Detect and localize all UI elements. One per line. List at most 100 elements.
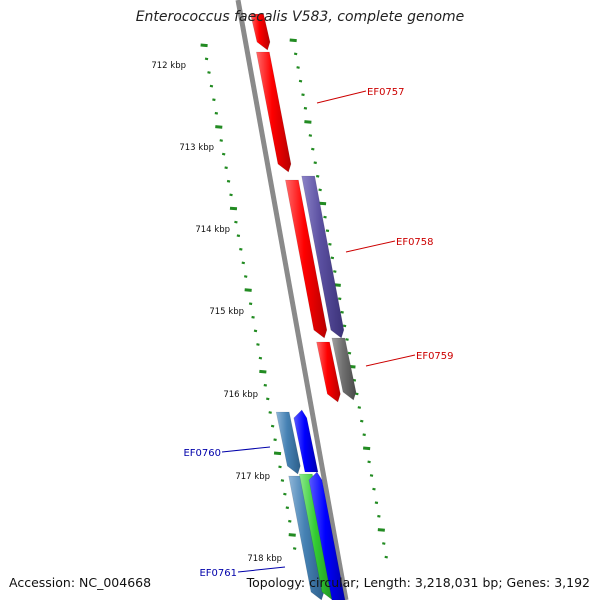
inner-ruler-tick [248,302,253,306]
outer-ruler-tick [296,66,300,69]
outer-ruler-tick [308,134,313,137]
inner-ruler-tick [234,220,238,224]
ruler-label: 718 kbp [247,554,282,564]
ruler-label: 717 kbp [235,472,270,482]
gene-labels: EF0757 EF0758 EF0759 EF0760 EF0761 [183,87,453,579]
inner-ruler-tick [258,356,263,360]
outer-ruler-tick [333,270,337,273]
ruler-label: 716 kbp [223,390,258,400]
inner-ruler-tick [244,275,248,278]
inner-ruler-tick [244,288,252,292]
outer-ruler-tick [298,79,303,83]
inner-ruler-tick [212,98,216,102]
ruler-label: 712 kbp [151,61,186,71]
genome-backbone [235,0,349,600]
ruler-label: 715 kbp [209,307,244,317]
outer-ruler-tick [304,120,312,124]
outer-ruler-tick [318,201,327,206]
gene-leader-line [365,354,416,367]
inner-ruler-tick [239,247,243,251]
cog-feature-ef0760 [275,411,301,475]
gene-feature-ef0759 [316,341,341,403]
inner-ruler-tick [224,166,228,170]
outer-ruler-tick [337,297,342,301]
outer-ruler-tick [355,392,359,396]
outer-ruler-tick [330,256,335,260]
inner-ruler-tick [226,179,231,183]
outer-ruler-tick [367,460,371,464]
inner-ruler-tick [283,492,287,496]
outer-ruler-tick [342,324,347,328]
inner-ruler-tick [229,193,233,197]
outer-ruler-tick [372,487,376,491]
outer-ruler-tick [363,446,371,451]
outer-ruler-tick [340,310,344,314]
inner-ruler-tick [288,519,292,523]
inner-ruler-tick [270,424,275,428]
inner-ruler-tick [288,533,296,537]
outer-ruler-tick [325,229,330,233]
inner-ruler-tick [204,57,209,61]
gene-leader-line [316,90,367,104]
gene-leader-line [345,240,396,253]
inner-ruler-tick [200,43,208,48]
inner-ruler-tick [292,547,297,550]
gene-feature-ef0757 [255,51,292,173]
inner-ruler-tick [251,315,255,319]
outer-ruler-tick [384,555,388,559]
inner-ruler-tick [278,465,282,469]
cog-feature-ef0759 [331,337,357,401]
outer-ruler-tick [311,147,315,151]
inner-ruler-tick [207,71,211,74]
inner-ruler-tick [285,506,290,510]
outer-ruler-tick [360,419,364,423]
gene-features [250,13,357,600]
outer-ruler-tick [374,501,379,505]
outer-ruler-tick [328,242,332,246]
gene-label-ef0760: EF0760 [183,448,221,459]
inner-ruler-tick [219,139,223,142]
cog-feature-ef0758 [301,175,345,339]
outer-ruler-tick [362,433,366,437]
outer-ruler-tick [315,174,320,178]
inner-ruler-tick [209,84,214,88]
inner-ruler-tick [273,438,277,442]
gene-feature-ef0761 [308,471,346,600]
genome-title: Enterococcus faecalis V583, complete gen… [135,9,465,25]
inner-ruler-tick [214,111,219,115]
accession-label: Accession: NC_004668 [9,575,152,590]
outer-ruler-tick [313,161,317,165]
ruler-ticks [200,38,388,559]
gene-feature-ef0756 [250,13,271,51]
outer-ruler-tick [377,528,385,532]
outer-ruler-tick [377,514,381,518]
inner-ruler-tick [221,152,226,156]
outer-ruler-tick [301,93,305,97]
gene-label-ef0761: EF0761 [199,568,237,579]
outer-ruler-tick [289,38,297,43]
outer-ruler-tick [293,52,298,56]
gene-leader-line [237,566,286,573]
inner-ruler-tick [241,261,245,265]
inner-ruler-tick [273,451,282,456]
ruler-label: 713 kbp [179,143,214,153]
outer-ruler-tick [347,351,352,355]
outer-ruler-tick [303,106,308,110]
outer-ruler-tick [357,406,362,409]
outer-ruler-tick [323,215,327,219]
inner-ruler-tick [280,479,285,482]
outer-ruler-tick [382,542,386,545]
gene-label-ef0758: EF0758 [396,237,434,248]
gene-leader-line [221,446,271,453]
inner-ruler-tick [229,206,238,211]
gene-feature-ef0758 [285,179,328,339]
gene-label-ef0759: EF0759 [416,351,454,362]
ruler-labels: 712 kbp 713 kbp 714 kbp 715 kbp 716 kbp 717 k… [151,61,282,564]
outer-ruler-tick [345,338,349,341]
inner-ruler-tick [268,411,272,414]
inner-ruler-tick [259,369,267,374]
inner-ruler-tick [256,343,260,346]
outer-ruler-tick [369,474,374,477]
